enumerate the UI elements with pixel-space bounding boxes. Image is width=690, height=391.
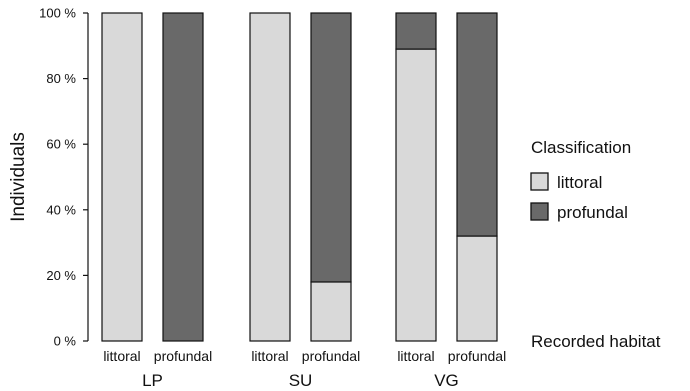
legend-swatch-littoral [530,172,549,191]
y-tick-label: 100 % [39,6,76,21]
y-tick-label: 80 % [46,71,76,86]
bar-segment-vg-profundal-littoral [456,235,498,342]
bar-segment-su-profundal-littoral [310,281,352,342]
legend-swatch-profundal [530,202,549,221]
group-label-lp: LP [142,371,163,390]
group-label-vg: VG [434,371,459,390]
x-axis-title: Recorded habitat [531,332,661,351]
bars [101,12,498,342]
legend-label-littoral: littoral [557,173,602,192]
bar-segment-vg-littoral-profundal [395,12,437,50]
y-axis-title: Individuals [8,132,29,222]
y-axis: 0 % 20 % 40 % 60 % 80 % 100 % [39,6,89,349]
legend-label-profundal: profundal [557,203,628,222]
bar-segment-su-littoral-littoral [249,12,291,342]
bar-segment-lp-profundal-profundal [162,12,204,342]
bar-segment-lp-littoral-littoral [101,12,143,342]
category-label: profundal [154,348,212,364]
category-label: littoral [397,348,434,364]
category-label: littoral [251,348,288,364]
category-labels: littoral profundal littoral profundal littor… [103,348,506,364]
bar-segment-su-profundal-profundal [310,12,352,283]
group-label-su: SU [289,371,313,390]
legend-title: Classification [531,138,631,157]
y-tick-label: 20 % [46,268,76,283]
y-tick-label: 60 % [46,137,76,152]
category-label: profundal [448,348,506,364]
y-tick-label: 0 % [54,334,77,349]
group-labels: LP SU VG [142,371,459,390]
legend: Classification littoral profundal [530,138,631,222]
bar-segment-vg-littoral-littoral [395,48,437,342]
category-label: profundal [302,348,360,364]
category-label: littoral [103,348,140,364]
bar-segment-vg-profundal-profundal [456,12,498,237]
y-tick-label: 40 % [46,202,76,217]
